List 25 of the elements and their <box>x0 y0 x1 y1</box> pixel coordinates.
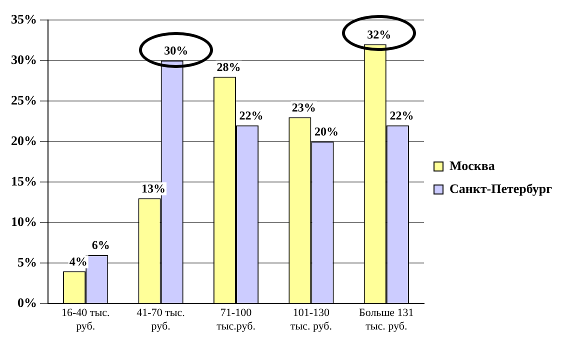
y-tick-label: 5% <box>18 254 37 270</box>
data-label: 32% <box>367 27 392 42</box>
data-label: 20% <box>314 124 338 139</box>
x-tick-label: Больше 131 тыс. руб. <box>359 307 414 332</box>
data-label: 6% <box>92 238 110 252</box>
data-label: 22% <box>239 108 264 122</box>
legend-label: Москва <box>450 158 496 173</box>
y-tick-label: 30% <box>11 52 37 67</box>
data-label: 4% <box>69 254 88 268</box>
y-tick-label: 15% <box>11 173 37 188</box>
y-tick-label: 0% <box>18 294 37 310</box>
data-label: 30% <box>164 44 188 58</box>
legend-label: Санкт-Петербург <box>450 180 552 196</box>
y-tick-label: 25% <box>11 92 37 108</box>
y-tick-label: 10% <box>11 214 37 229</box>
y-tick-label: 35% <box>11 11 37 26</box>
x-tick-label: 71-100 тыс.руб. <box>216 307 256 332</box>
data-label: 23% <box>292 100 316 114</box>
x-tick-label: 101-130 тыс. руб. <box>290 307 332 332</box>
x-tick-label: 41-70 тыс. руб. <box>136 307 186 332</box>
x-tick-label: 16-40 тыс. руб. <box>61 307 110 332</box>
y-tick-label: 20% <box>11 132 37 148</box>
data-label: 22% <box>390 108 414 122</box>
data-label: 13% <box>142 181 166 196</box>
data-label: 28% <box>216 60 241 74</box>
